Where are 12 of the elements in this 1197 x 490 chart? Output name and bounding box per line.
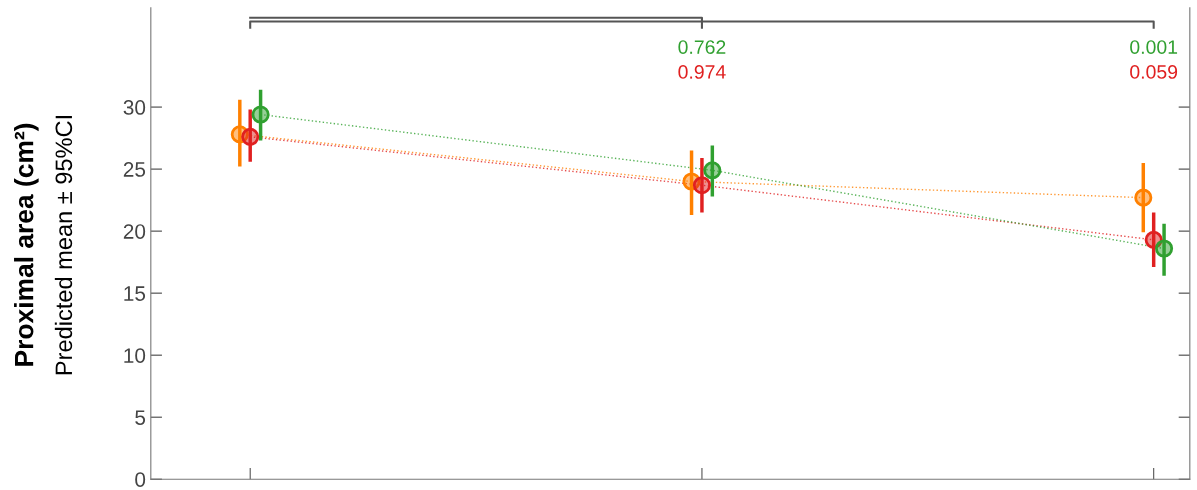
annotation: 0.762 bbox=[678, 40, 726, 54]
y-tick-label: 5 bbox=[135, 410, 146, 425]
y-tick-label: 0 bbox=[135, 472, 146, 487]
y-tick-label: 10 bbox=[124, 348, 146, 363]
y-tick-label: 25 bbox=[123, 162, 146, 177]
y-tick-label: 15 bbox=[124, 286, 146, 301]
y-tick-label: 30 bbox=[123, 100, 146, 115]
annotation: 0.059 bbox=[1130, 65, 1178, 79]
y-axis-title: Proximal area (cm²) Predicted mean ± 95%CI bbox=[14, 116, 73, 375]
annotation: 0.974 bbox=[678, 65, 726, 79]
annotation: 0.001 bbox=[1130, 40, 1178, 54]
y-tick-label: 20 bbox=[123, 224, 146, 239]
